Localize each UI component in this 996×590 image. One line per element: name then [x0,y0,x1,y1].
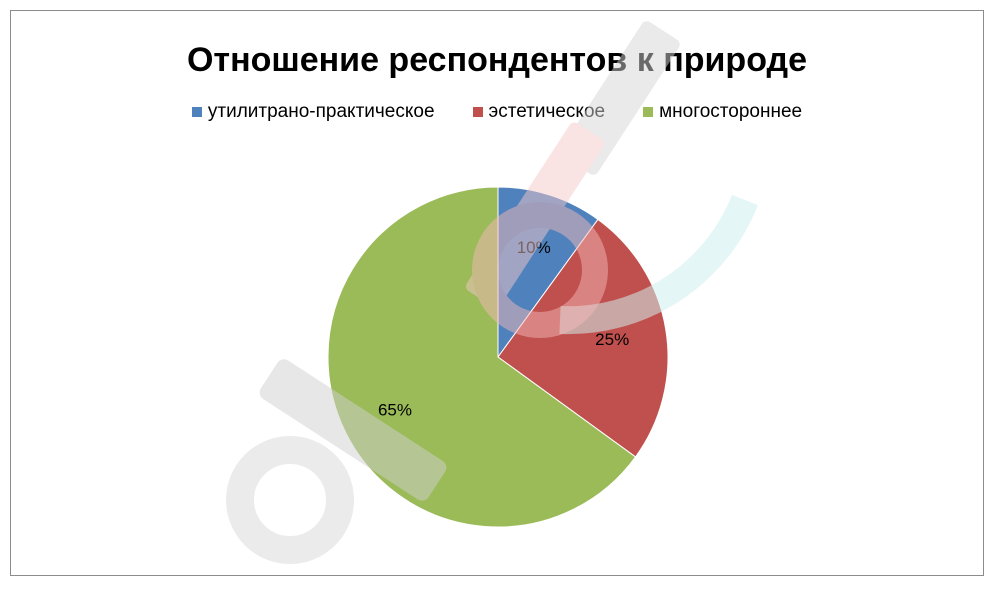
legend-entry-utilitarian: утилитрано-практическое [191,101,435,123]
chart-title: Отношение респондентов к природе [186,41,808,79]
legend-label-utilitarian: утилитрано-практическое [207,101,435,122]
legend-label-versatile: многостороннее [659,101,803,122]
data-label-versatile: 65% [378,400,412,419]
legend-swatch-aesthetic [472,107,483,117]
legend-swatch-utilitarian [191,107,202,117]
data-label-aesthetic: 25% [595,330,629,349]
data-label-utilitarian: 10% [517,238,551,257]
